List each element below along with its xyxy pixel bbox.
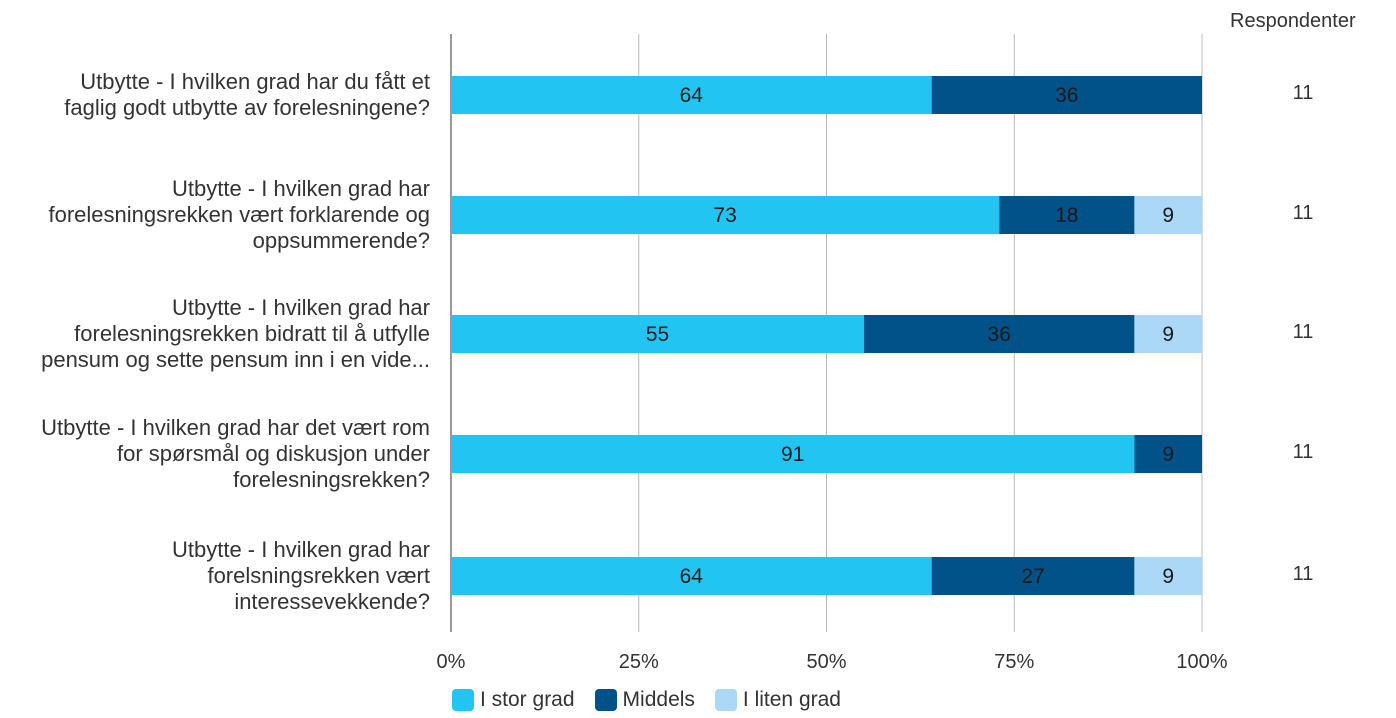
respondent-count: 11 bbox=[1292, 202, 1314, 224]
category-label-line: forelesningsrekken bidratt til å utfylle bbox=[74, 321, 430, 346]
category-label-line: pensum og sette pensum inn i en vide... bbox=[41, 347, 430, 372]
bar-segment bbox=[451, 315, 865, 353]
bar-segment bbox=[931, 76, 1202, 114]
respondents-header: Respondenter bbox=[1230, 10, 1356, 32]
category-label-line: oppsummerende? bbox=[252, 228, 430, 253]
legend: I stor grad Middels I liten grad bbox=[452, 688, 841, 712]
data-label: 64 bbox=[680, 84, 704, 107]
x-tick-label: 25% bbox=[619, 651, 659, 673]
legend-item-liten: I liten grad bbox=[714, 688, 841, 712]
bar-segment bbox=[931, 557, 1135, 595]
category-label-line: forelesningsrekken vært forklarende og bbox=[48, 202, 430, 227]
legend-swatch-stor bbox=[452, 689, 474, 711]
data-label: 36 bbox=[988, 323, 1011, 346]
data-label: 9 bbox=[1162, 443, 1174, 466]
legend-label-middels: Middels bbox=[622, 688, 695, 711]
category-label: Utbytte - I hvilken grad har forelesnings… bbox=[48, 176, 430, 254]
legend-item-middels: Middels bbox=[594, 688, 695, 712]
legend-item-stor: I stor grad bbox=[452, 688, 575, 712]
legend-label-liten: I liten grad bbox=[742, 688, 841, 711]
category-label-line: Utbytte - I hvilken grad har det vært ro… bbox=[41, 415, 430, 440]
x-tick-label: 0% bbox=[437, 651, 466, 673]
category-label-line: for spørsmål og diskusjon under bbox=[116, 441, 430, 466]
data-label: 27 bbox=[1021, 565, 1044, 588]
category-label: Utbytte - I hvilken grad har du fått et f… bbox=[64, 69, 430, 121]
x-tick-label: 75% bbox=[994, 651, 1034, 673]
bar-segment bbox=[1134, 196, 1202, 234]
bar-segment bbox=[999, 196, 1135, 234]
category-label-line: forelsningsrekken vært bbox=[207, 563, 430, 588]
data-label: 9 bbox=[1162, 565, 1174, 588]
bar-segment bbox=[1134, 557, 1202, 595]
legend-label-stor: I stor grad bbox=[480, 688, 575, 711]
category-label-line: interessevekkende? bbox=[234, 589, 430, 614]
data-label: 18 bbox=[1055, 204, 1078, 227]
data-label: 9 bbox=[1162, 323, 1174, 346]
bar-segment bbox=[864, 315, 1135, 353]
bar-segment bbox=[1134, 315, 1202, 353]
category-label: Utbytte - I hvilken grad har forelsningsr… bbox=[172, 537, 430, 615]
category-label: Utbytte - I hvilken grad har forelesnings… bbox=[41, 295, 430, 373]
bar-segment bbox=[451, 435, 1135, 473]
category-label-line: Utbytte - I hvilken grad har bbox=[171, 537, 430, 562]
x-tick-label: 100% bbox=[1176, 651, 1227, 673]
category-label-line: Utbytte - I hvilken grad har bbox=[171, 176, 430, 201]
data-label: 55 bbox=[646, 323, 669, 346]
bar-segment bbox=[451, 76, 932, 114]
respondent-count: 11 bbox=[1292, 441, 1314, 463]
respondent-count: 11 bbox=[1292, 563, 1314, 585]
respondent-count: 11 bbox=[1292, 321, 1314, 343]
data-label: 64 bbox=[680, 565, 704, 588]
category-label-line: faglig godt utbytte av forelesningene? bbox=[64, 95, 430, 120]
legend-swatch-liten bbox=[714, 689, 737, 711]
category-label: Utbytte - I hvilken grad har det vært ro… bbox=[41, 415, 430, 493]
category-label-line: forelesningsrekken? bbox=[233, 467, 430, 492]
bar-segment bbox=[451, 196, 1000, 234]
legend-swatch-middels bbox=[594, 689, 617, 711]
data-label: 73 bbox=[713, 204, 736, 227]
data-label: 9 bbox=[1162, 204, 1174, 227]
data-label: 91 bbox=[781, 443, 804, 466]
x-tick-label: 50% bbox=[806, 651, 846, 673]
respondent-count: 11 bbox=[1292, 82, 1314, 104]
data-label: 36 bbox=[1055, 84, 1078, 107]
category-label-line: Utbytte - I hvilken grad har du fått et bbox=[80, 69, 430, 94]
category-label-line: Utbytte - I hvilken grad har bbox=[171, 295, 430, 320]
bar-segment bbox=[451, 557, 932, 595]
bar-segment bbox=[1134, 435, 1202, 473]
